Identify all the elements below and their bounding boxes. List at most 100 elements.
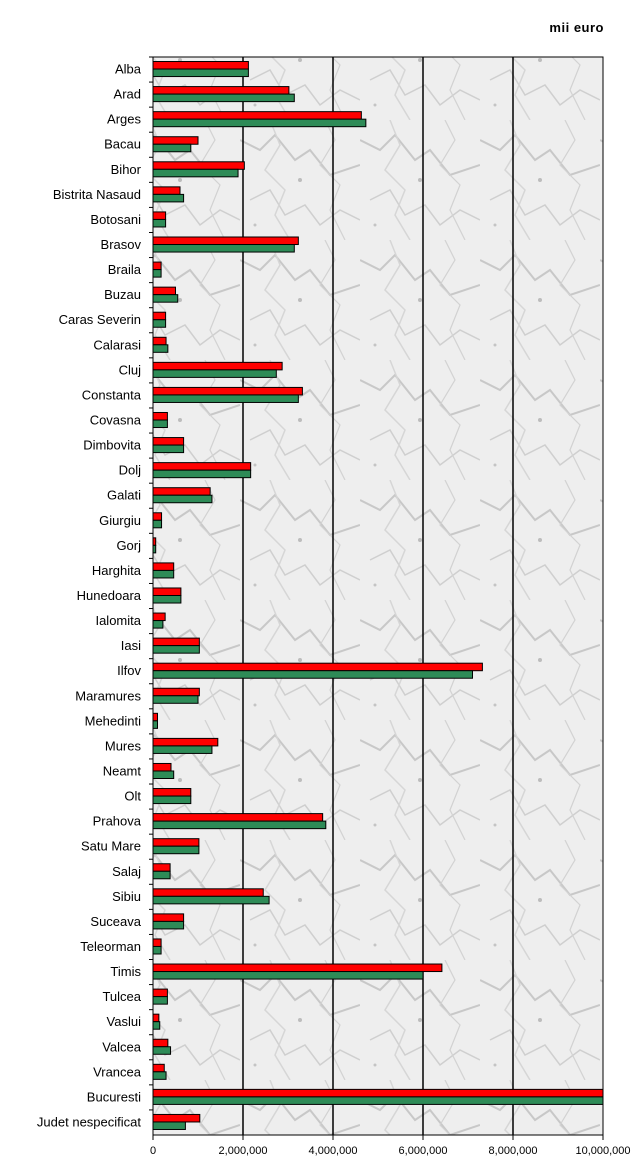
bar [152, 569, 175, 579]
category-label: Bacau [104, 137, 141, 152]
x-tick-label: 6,000,000 [399, 1145, 448, 1157]
category-label: Hunedoara [77, 588, 142, 603]
bar [152, 394, 299, 403]
category-label: Harghita [92, 563, 142, 578]
bar [152, 118, 367, 128]
bar [152, 193, 185, 203]
category-label: Neamt [103, 763, 142, 778]
bar [152, 863, 171, 872]
bar [152, 386, 303, 396]
bar [152, 1038, 169, 1048]
plot-border [152, 56, 604, 1136]
bar [152, 1071, 167, 1080]
category-label: Constanta [82, 387, 142, 402]
category-label: Suceava [90, 914, 141, 929]
bar [152, 419, 168, 429]
bar [152, 344, 169, 353]
bar [152, 336, 167, 346]
category-label: Brasov [101, 237, 142, 252]
bar [152, 369, 277, 378]
bar [152, 311, 167, 321]
category-label: Cluj [119, 362, 142, 377]
category-label: Vrancea [93, 1064, 142, 1079]
bar [152, 587, 182, 596]
bar [152, 469, 252, 479]
bar [152, 1088, 604, 1098]
bar [152, 662, 483, 672]
category-label: Maramures [75, 688, 141, 703]
bar [152, 487, 211, 496]
bar [152, 1113, 201, 1123]
bar [152, 945, 162, 955]
bar [152, 838, 200, 847]
bar [152, 61, 249, 70]
category-label: Arad [114, 87, 141, 102]
bar [152, 963, 443, 973]
bar [152, 788, 192, 797]
category-label: Giurgiu [99, 513, 141, 528]
category-label: Gorj [116, 538, 141, 553]
x-tick-label: 0 [150, 1145, 156, 1157]
bar [152, 462, 252, 471]
bar [152, 687, 200, 697]
bar [152, 712, 158, 722]
category-label: Dolj [119, 463, 142, 478]
category-label: Sibiu [112, 889, 141, 904]
bar [152, 762, 172, 772]
unit-label: mii euro [549, 20, 604, 35]
category-label: Caras Severin [59, 312, 141, 327]
bar [152, 494, 213, 504]
bar [152, 68, 249, 78]
bar [152, 86, 290, 95]
category-label: Ilfov [117, 663, 141, 678]
x-tick-label: 10,000,000 [575, 1145, 630, 1157]
category-label: Bihor [111, 162, 142, 177]
category-label: Calarasi [93, 337, 141, 352]
bar [152, 411, 168, 421]
bar [152, 988, 168, 998]
bar [152, 820, 327, 830]
bar [152, 670, 473, 679]
bar [152, 1013, 160, 1023]
bar [152, 211, 167, 220]
bar [152, 813, 324, 822]
bar [152, 888, 264, 897]
category-label: Bistrita Nasaud [53, 187, 141, 202]
bar [152, 236, 299, 246]
category-label: Valcea [102, 1039, 142, 1054]
category-label: Galati [107, 488, 141, 503]
bar [152, 111, 362, 120]
category-label: Botosani [90, 212, 141, 227]
x-tick-label: 8,000,000 [489, 1145, 538, 1157]
category-label: Judet nespecificat [37, 1114, 141, 1129]
category-label: Covasna [90, 413, 142, 428]
bar [152, 996, 168, 1005]
x-tick-label: 2,000,000 [219, 1145, 268, 1157]
bar [152, 294, 179, 303]
bar [152, 870, 171, 880]
category-label: Teleorman [80, 939, 141, 954]
category-label: Buzau [104, 287, 141, 302]
category-label: Mehedinti [85, 713, 141, 728]
category-label: Olt [124, 789, 141, 804]
bar [152, 913, 185, 922]
bar [152, 971, 424, 980]
bar [152, 1046, 172, 1055]
category-label: Prahova [93, 814, 142, 829]
category-label: Satu Mare [81, 839, 141, 854]
bar [152, 261, 162, 271]
category-label: Tulcea [102, 989, 141, 1004]
bar [152, 186, 181, 195]
bar [152, 319, 167, 328]
bar [152, 437, 185, 446]
bar [152, 620, 164, 629]
category-label: Alba [115, 62, 142, 77]
category-label: Dimbovita [83, 438, 142, 453]
bar [152, 512, 163, 521]
bar [152, 770, 175, 780]
bar [152, 845, 200, 855]
bar [152, 93, 295, 103]
bar [152, 168, 239, 178]
bar [152, 444, 185, 454]
bar [152, 720, 158, 729]
